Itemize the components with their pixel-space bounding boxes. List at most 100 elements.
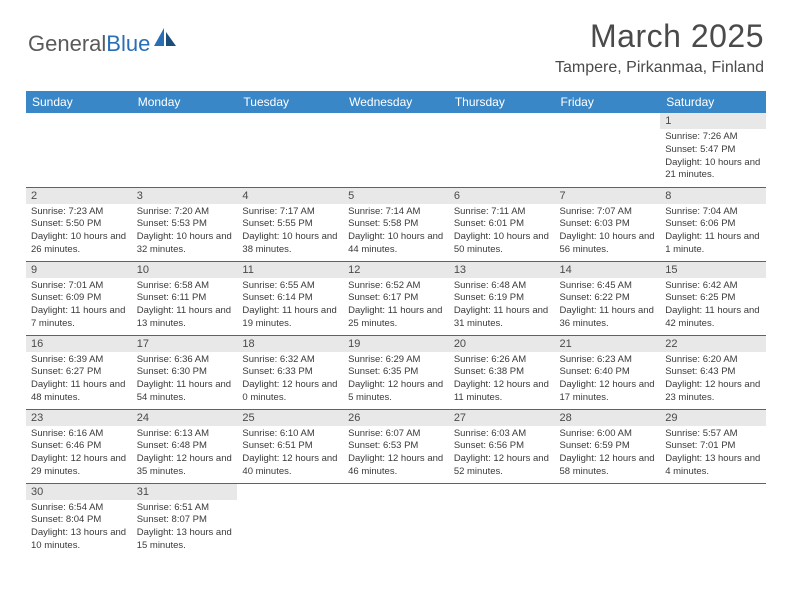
calendar-day-cell: 9Sunrise: 7:01 AMSunset: 6:09 PMDaylight…	[26, 261, 132, 335]
day-info: Sunrise: 7:11 AMSunset: 6:01 PMDaylight:…	[449, 204, 555, 260]
calendar-day-cell: 3Sunrise: 7:20 AMSunset: 5:53 PMDaylight…	[132, 187, 238, 261]
calendar-body: 1Sunrise: 7:26 AMSunset: 5:47 PMDaylight…	[26, 113, 766, 557]
calendar-empty-cell	[555, 483, 661, 557]
day-info: Sunrise: 7:23 AMSunset: 5:50 PMDaylight:…	[26, 204, 132, 260]
calendar-day-cell: 14Sunrise: 6:45 AMSunset: 6:22 PMDayligh…	[555, 261, 661, 335]
logo-text-left: General	[28, 31, 106, 56]
day-info: Sunrise: 6:32 AMSunset: 6:33 PMDaylight:…	[237, 352, 343, 408]
day-number: 23	[26, 410, 132, 426]
day-info: Sunrise: 6:29 AMSunset: 6:35 PMDaylight:…	[343, 352, 449, 408]
day-info: Sunrise: 7:04 AMSunset: 6:06 PMDaylight:…	[660, 204, 766, 260]
calendar-day-cell: 12Sunrise: 6:52 AMSunset: 6:17 PMDayligh…	[343, 261, 449, 335]
day-number: 20	[449, 336, 555, 352]
day-number: 30	[26, 484, 132, 500]
day-number: 13	[449, 262, 555, 278]
calendar-day-cell: 25Sunrise: 6:10 AMSunset: 6:51 PMDayligh…	[237, 409, 343, 483]
calendar-day-cell: 17Sunrise: 6:36 AMSunset: 6:30 PMDayligh…	[132, 335, 238, 409]
day-number: 7	[555, 188, 661, 204]
calendar-empty-cell	[555, 113, 661, 187]
calendar-empty-cell	[343, 113, 449, 187]
day-info: Sunrise: 6:51 AMSunset: 8:07 PMDaylight:…	[132, 500, 238, 556]
calendar-header-row: SundayMondayTuesdayWednesdayThursdayFrid…	[26, 91, 766, 113]
calendar-day-cell: 5Sunrise: 7:14 AMSunset: 5:58 PMDaylight…	[343, 187, 449, 261]
calendar-empty-cell	[26, 113, 132, 187]
day-info: Sunrise: 6:42 AMSunset: 6:25 PMDaylight:…	[660, 278, 766, 334]
calendar-day-cell: 11Sunrise: 6:55 AMSunset: 6:14 PMDayligh…	[237, 261, 343, 335]
weekday-header: Monday	[132, 91, 238, 113]
weekday-header: Friday	[555, 91, 661, 113]
day-info: Sunrise: 7:14 AMSunset: 5:58 PMDaylight:…	[343, 204, 449, 260]
title-block: March 2025 Tampere, Pirkanmaa, Finland	[555, 18, 764, 77]
day-number: 8	[660, 188, 766, 204]
calendar-empty-cell	[132, 113, 238, 187]
day-number: 10	[132, 262, 238, 278]
calendar-day-cell: 20Sunrise: 6:26 AMSunset: 6:38 PMDayligh…	[449, 335, 555, 409]
calendar-week-row: 30Sunrise: 6:54 AMSunset: 8:04 PMDayligh…	[26, 483, 766, 557]
logo-sail-icon	[152, 26, 178, 48]
day-number: 18	[237, 336, 343, 352]
weekday-header: Saturday	[660, 91, 766, 113]
day-number: 17	[132, 336, 238, 352]
day-number: 16	[26, 336, 132, 352]
calendar-day-cell: 29Sunrise: 5:57 AMSunset: 7:01 PMDayligh…	[660, 409, 766, 483]
day-info: Sunrise: 6:13 AMSunset: 6:48 PMDaylight:…	[132, 426, 238, 482]
day-info: Sunrise: 6:07 AMSunset: 6:53 PMDaylight:…	[343, 426, 449, 482]
calendar-table: SundayMondayTuesdayWednesdayThursdayFrid…	[26, 91, 766, 557]
day-info: Sunrise: 6:00 AMSunset: 6:59 PMDaylight:…	[555, 426, 661, 482]
calendar-empty-cell	[449, 113, 555, 187]
calendar-day-cell: 13Sunrise: 6:48 AMSunset: 6:19 PMDayligh…	[449, 261, 555, 335]
day-number: 21	[555, 336, 661, 352]
logo-text: GeneralBlue	[28, 31, 150, 57]
day-info: Sunrise: 6:58 AMSunset: 6:11 PMDaylight:…	[132, 278, 238, 334]
day-info: Sunrise: 6:48 AMSunset: 6:19 PMDaylight:…	[449, 278, 555, 334]
calendar-empty-cell	[237, 483, 343, 557]
calendar-day-cell: 19Sunrise: 6:29 AMSunset: 6:35 PMDayligh…	[343, 335, 449, 409]
calendar-empty-cell	[237, 113, 343, 187]
day-number: 12	[343, 262, 449, 278]
day-number: 26	[343, 410, 449, 426]
day-info: Sunrise: 6:36 AMSunset: 6:30 PMDaylight:…	[132, 352, 238, 408]
day-info: Sunrise: 6:39 AMSunset: 6:27 PMDaylight:…	[26, 352, 132, 408]
calendar-day-cell: 16Sunrise: 6:39 AMSunset: 6:27 PMDayligh…	[26, 335, 132, 409]
calendar-day-cell: 1Sunrise: 7:26 AMSunset: 5:47 PMDaylight…	[660, 113, 766, 187]
day-number: 27	[449, 410, 555, 426]
day-info: Sunrise: 6:55 AMSunset: 6:14 PMDaylight:…	[237, 278, 343, 334]
calendar-day-cell: 22Sunrise: 6:20 AMSunset: 6:43 PMDayligh…	[660, 335, 766, 409]
calendar-day-cell: 7Sunrise: 7:07 AMSunset: 6:03 PMDaylight…	[555, 187, 661, 261]
weekday-header: Thursday	[449, 91, 555, 113]
location-text: Tampere, Pirkanmaa, Finland	[555, 59, 764, 77]
calendar-week-row: 2Sunrise: 7:23 AMSunset: 5:50 PMDaylight…	[26, 187, 766, 261]
calendar-day-cell: 6Sunrise: 7:11 AMSunset: 6:01 PMDaylight…	[449, 187, 555, 261]
day-info: Sunrise: 7:07 AMSunset: 6:03 PMDaylight:…	[555, 204, 661, 260]
calendar-day-cell: 30Sunrise: 6:54 AMSunset: 8:04 PMDayligh…	[26, 483, 132, 557]
day-info: Sunrise: 6:45 AMSunset: 6:22 PMDaylight:…	[555, 278, 661, 334]
day-number: 22	[660, 336, 766, 352]
day-number: 5	[343, 188, 449, 204]
day-info: Sunrise: 6:26 AMSunset: 6:38 PMDaylight:…	[449, 352, 555, 408]
day-number: 31	[132, 484, 238, 500]
month-title: March 2025	[555, 18, 764, 55]
weekday-header: Sunday	[26, 91, 132, 113]
weekday-header: Wednesday	[343, 91, 449, 113]
calendar-week-row: 9Sunrise: 7:01 AMSunset: 6:09 PMDaylight…	[26, 261, 766, 335]
page-header: GeneralBlue March 2025 Tampere, Pirkanma…	[0, 0, 792, 83]
day-info: Sunrise: 5:57 AMSunset: 7:01 PMDaylight:…	[660, 426, 766, 482]
calendar-day-cell: 31Sunrise: 6:51 AMSunset: 8:07 PMDayligh…	[132, 483, 238, 557]
day-number: 1	[660, 113, 766, 129]
day-number: 15	[660, 262, 766, 278]
day-number: 4	[237, 188, 343, 204]
day-number: 24	[132, 410, 238, 426]
calendar-empty-cell	[343, 483, 449, 557]
day-info: Sunrise: 7:26 AMSunset: 5:47 PMDaylight:…	[660, 129, 766, 185]
calendar-day-cell: 23Sunrise: 6:16 AMSunset: 6:46 PMDayligh…	[26, 409, 132, 483]
day-info: Sunrise: 7:01 AMSunset: 6:09 PMDaylight:…	[26, 278, 132, 334]
day-number: 6	[449, 188, 555, 204]
calendar-empty-cell	[660, 483, 766, 557]
day-info: Sunrise: 6:03 AMSunset: 6:56 PMDaylight:…	[449, 426, 555, 482]
calendar-day-cell: 15Sunrise: 6:42 AMSunset: 6:25 PMDayligh…	[660, 261, 766, 335]
day-number: 11	[237, 262, 343, 278]
calendar-week-row: 23Sunrise: 6:16 AMSunset: 6:46 PMDayligh…	[26, 409, 766, 483]
calendar-day-cell: 4Sunrise: 7:17 AMSunset: 5:55 PMDaylight…	[237, 187, 343, 261]
day-info: Sunrise: 6:23 AMSunset: 6:40 PMDaylight:…	[555, 352, 661, 408]
day-info: Sunrise: 6:54 AMSunset: 8:04 PMDaylight:…	[26, 500, 132, 556]
